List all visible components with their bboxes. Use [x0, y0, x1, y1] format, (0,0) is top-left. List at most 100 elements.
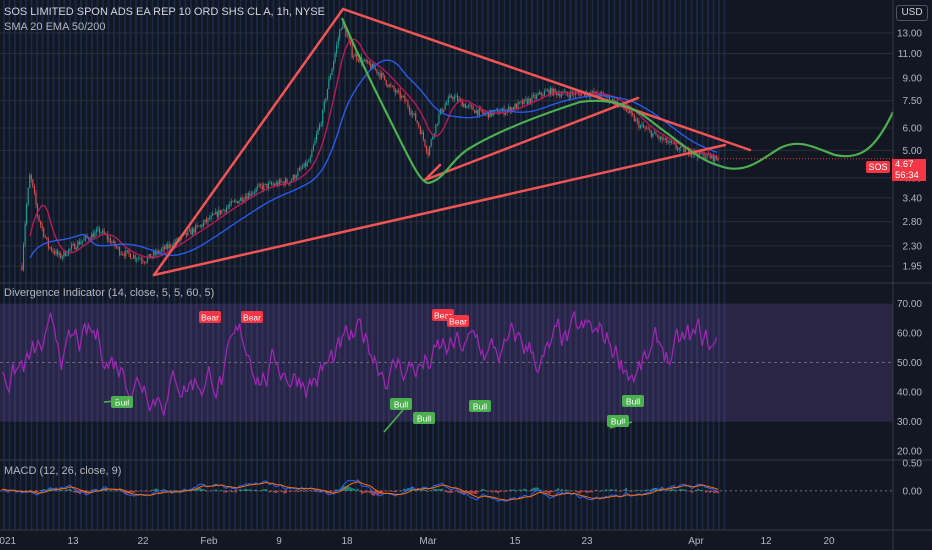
price-candle[interactable] — [543, 91, 545, 96]
price-candle[interactable] — [139, 258, 141, 259]
price-candle[interactable] — [240, 197, 242, 201]
macd-histogram-bar[interactable] — [585, 490, 587, 493]
price-candle[interactable] — [317, 129, 319, 135]
price-candle[interactable] — [312, 145, 314, 150]
price-candle[interactable] — [52, 250, 54, 252]
macd-histogram-bar[interactable] — [571, 490, 573, 492]
macd-histogram-bar[interactable] — [627, 490, 629, 491]
price-candle[interactable] — [532, 94, 535, 96]
price-candle[interactable] — [384, 75, 386, 80]
macd-histogram-bar[interactable] — [329, 490, 331, 493]
x-tick-label[interactable]: 12 — [760, 536, 772, 547]
price-candle[interactable] — [463, 104, 465, 107]
price-candle[interactable] — [44, 236, 46, 238]
macd-histogram-bar[interactable] — [289, 490, 291, 493]
macd-histogram-bar[interactable] — [3, 490, 5, 492]
price-candle[interactable] — [219, 209, 221, 214]
price-candle[interactable] — [497, 109, 499, 115]
macd-histogram-bar[interactable] — [601, 489, 603, 491]
price-candle[interactable] — [100, 232, 102, 234]
price-candle[interactable] — [311, 149, 313, 158]
price-candle[interactable] — [337, 38, 339, 45]
price-candle[interactable] — [429, 146, 431, 155]
macd-histogram-bar[interactable] — [111, 490, 113, 492]
price-candle[interactable] — [705, 157, 707, 159]
price-candle[interactable] — [446, 102, 448, 106]
price-candle[interactable] — [264, 183, 266, 185]
macd-histogram-bar[interactable] — [197, 488, 199, 491]
macd-histogram-bar[interactable] — [175, 490, 177, 491]
macd-histogram-bar[interactable] — [309, 490, 311, 491]
macd-histogram-bar[interactable] — [249, 489, 251, 491]
macd-histogram-bar[interactable] — [633, 490, 635, 492]
macd-histogram-bar[interactable] — [615, 489, 617, 491]
macd-histogram-bar[interactable] — [209, 490, 211, 492]
price-candle[interactable] — [362, 60, 364, 63]
price-candle[interactable] — [656, 135, 659, 137]
macd-histogram-bar[interactable] — [567, 489, 569, 491]
macd-histogram-bar[interactable] — [179, 490, 181, 492]
macd-histogram-bar[interactable] — [437, 489, 439, 491]
price-candle[interactable] — [675, 143, 677, 149]
macd-histogram-bar[interactable] — [475, 490, 477, 494]
x-tick-label[interactable]: 15 — [509, 536, 521, 547]
macd-histogram-bar[interactable] — [331, 490, 333, 492]
price-candle[interactable] — [271, 182, 273, 185]
macd-histogram-bar[interactable] — [711, 490, 713, 492]
macd-histogram-bar[interactable] — [487, 490, 489, 492]
macd-histogram-bar[interactable] — [177, 490, 179, 491]
price-candle[interactable] — [188, 229, 190, 231]
price-candle[interactable] — [559, 93, 561, 97]
macd-histogram-bar[interactable] — [551, 490, 553, 493]
macd-histogram-bar[interactable] — [425, 489, 427, 491]
macd-histogram-bar[interactable] — [273, 490, 275, 493]
price-candle[interactable] — [168, 244, 170, 249]
macd-histogram-bar[interactable] — [607, 490, 609, 491]
price-candle[interactable] — [601, 92, 603, 94]
macd-histogram-bar[interactable] — [525, 489, 527, 491]
price-candle[interactable] — [647, 128, 649, 130]
macd-histogram-bar[interactable] — [447, 490, 449, 493]
price-candle[interactable] — [160, 249, 163, 252]
macd-title[interactable]: MACD (12, 26, close, 9) — [4, 465, 122, 477]
macd-histogram-bar[interactable] — [649, 489, 651, 491]
macd-histogram-bar[interactable] — [27, 490, 29, 492]
macd-histogram-bar[interactable] — [501, 490, 503, 492]
macd-histogram-bar[interactable] — [573, 490, 575, 491]
divergence-title[interactable]: Divergence Indicator (14, close, 5, 5, 6… — [4, 287, 215, 299]
macd-histogram-bar[interactable] — [149, 490, 151, 492]
price-candle[interactable] — [376, 69, 378, 73]
price-candle[interactable] — [377, 72, 380, 74]
macd-histogram-bar[interactable] — [303, 490, 305, 492]
macd-histogram-bar[interactable] — [575, 490, 577, 492]
trendline[interactable] — [423, 163, 442, 182]
macd-histogram-bar[interactable] — [505, 490, 507, 492]
macd-histogram-bar[interactable] — [683, 489, 685, 491]
price-candle[interactable] — [123, 254, 125, 256]
price-candle[interactable] — [435, 123, 437, 134]
price-candle[interactable] — [320, 124, 322, 126]
macd-histogram-bar[interactable] — [317, 490, 319, 492]
macd-histogram-bar[interactable] — [57, 490, 59, 492]
price-candle[interactable] — [122, 253, 124, 255]
macd-histogram-bar[interactable] — [75, 490, 77, 493]
price-candle[interactable] — [388, 84, 390, 87]
macd-histogram-bar[interactable] — [275, 490, 277, 494]
price-candle[interactable] — [553, 88, 555, 96]
macd-histogram-bar[interactable] — [231, 490, 233, 493]
macd-histogram-bar[interactable] — [491, 490, 493, 493]
price-candle[interactable] — [238, 200, 240, 204]
price-candle[interactable] — [142, 260, 144, 262]
macd-histogram-bar[interactable] — [285, 490, 287, 494]
macd-histogram-bar[interactable] — [143, 490, 145, 492]
price-candle[interactable] — [449, 95, 451, 98]
macd-histogram-bar[interactable] — [583, 490, 585, 492]
macd-histogram-bar[interactable] — [223, 490, 225, 493]
macd-histogram-bar[interactable] — [165, 489, 167, 491]
price-candle[interactable] — [95, 229, 97, 233]
macd-histogram-bar[interactable] — [391, 490, 393, 492]
macd-histogram-bar[interactable] — [41, 489, 43, 491]
macd-histogram-bar[interactable] — [381, 490, 383, 493]
macd-histogram-bar[interactable] — [591, 490, 593, 493]
price-candle[interactable] — [46, 237, 48, 240]
